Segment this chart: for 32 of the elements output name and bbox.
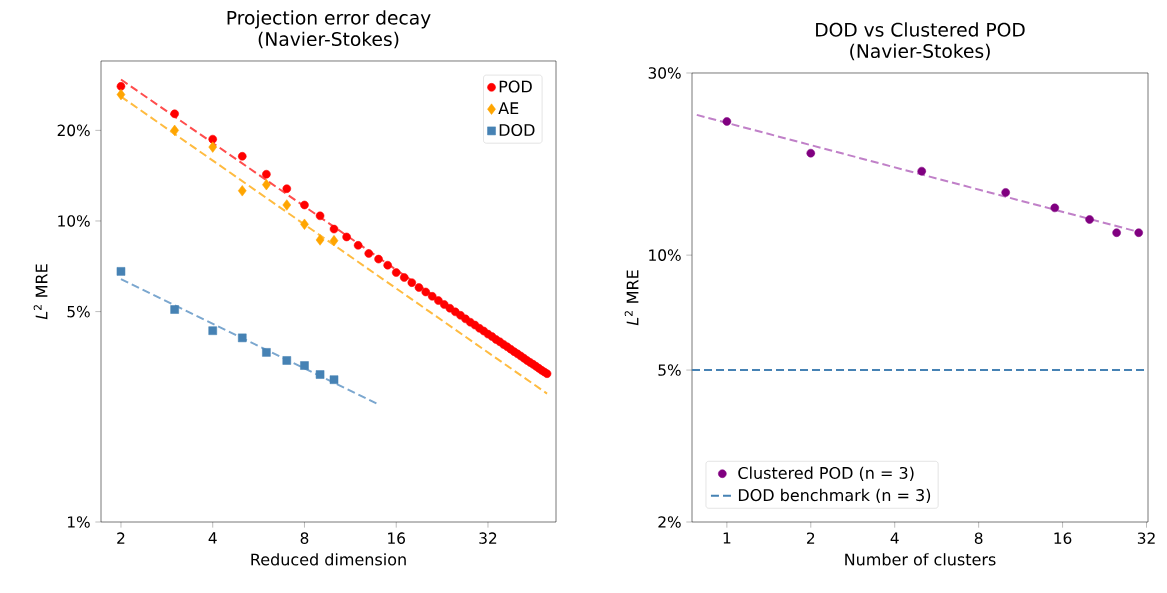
x-tick-label: 32 bbox=[479, 532, 497, 544]
x-tick-label: 2 bbox=[117, 532, 125, 544]
chart-title: DOD vs Clustered POD bbox=[816, 22, 1025, 37]
y-tick-label: 1% bbox=[68, 516, 90, 528]
x-tick-label: 8 bbox=[974, 532, 983, 544]
y-tick-label: 5% bbox=[67, 305, 90, 318]
x-tick-label: 4 bbox=[890, 532, 899, 544]
y-tick-label: 20% bbox=[57, 124, 90, 137]
x-tick-label: 2 bbox=[807, 532, 815, 544]
legend-label: AE bbox=[498, 102, 519, 114]
y-tick-label: 10% bbox=[58, 215, 90, 227]
y-tick-label: 10% bbox=[649, 249, 681, 261]
x-tick-label: 4 bbox=[208, 532, 217, 544]
y-axis-title: L$^{2}$ MRE bbox=[33, 264, 48, 320]
x-axis-title: Reduced dimension bbox=[251, 553, 406, 566]
x-tick-label: 32 bbox=[1137, 532, 1155, 544]
chart-subtitle: (Navier-Stokes) bbox=[850, 43, 990, 61]
chart-subtitle: (Navier-Stokes) bbox=[258, 31, 399, 49]
x-tick-label: 8 bbox=[300, 532, 309, 544]
y-tick-label: 5% bbox=[658, 364, 681, 376]
x-tick-label: 1 bbox=[723, 532, 731, 544]
y-tick-label: 2% bbox=[658, 516, 681, 528]
legend-label: POD bbox=[499, 80, 532, 93]
x-tick-label: 16 bbox=[1054, 532, 1072, 544]
legend-label: DOD bbox=[499, 123, 535, 137]
y-axis-title: L$^{2}$ MRE bbox=[624, 270, 639, 326]
legend-label: Clustered POD (n = 3) bbox=[738, 466, 914, 481]
x-axis-title: Number of clusters bbox=[845, 553, 996, 566]
chart-title: Projection error decay bbox=[227, 10, 431, 29]
legend-label: DOD benchmark (n = 3) bbox=[738, 488, 931, 504]
x-tick-label: 16 bbox=[388, 532, 405, 544]
y-tick-label: 30% bbox=[648, 67, 681, 79]
